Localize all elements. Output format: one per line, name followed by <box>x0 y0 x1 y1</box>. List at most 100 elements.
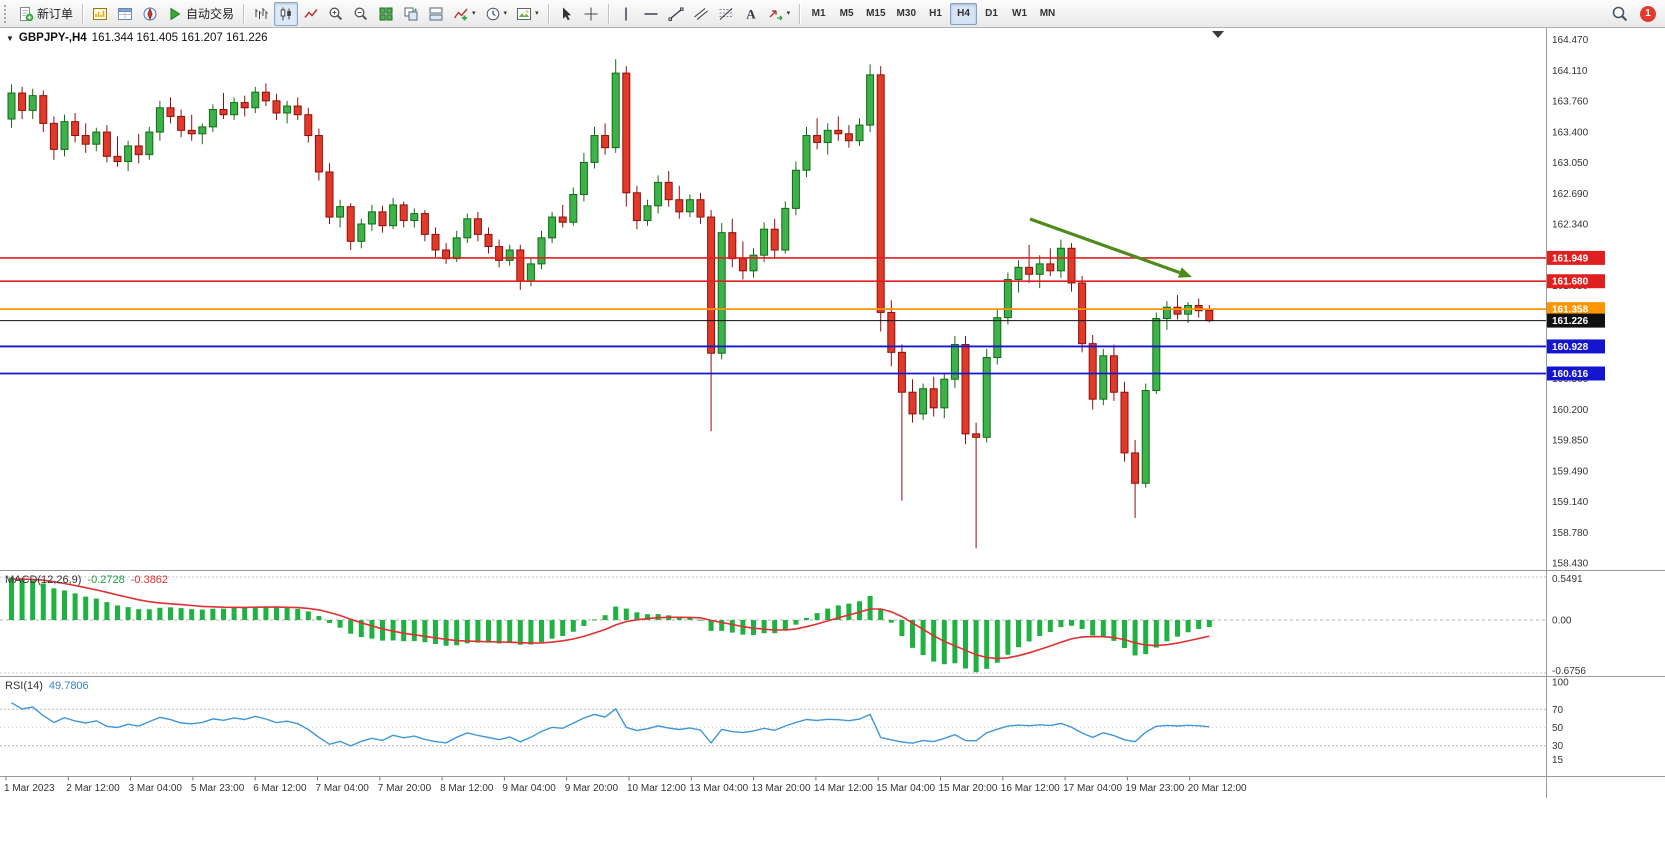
candle-body <box>855 124 864 142</box>
crosshair-button[interactable] <box>579 2 603 26</box>
macd-histogram-bar <box>1090 620 1096 636</box>
candle-body <box>495 246 504 261</box>
price-line-badge-text: 160.616 <box>1552 369 1589 380</box>
macd-histogram-bar <box>221 608 226 621</box>
trend-arrow-line[interactable] <box>1029 217 1181 275</box>
candle-body <box>526 263 535 282</box>
time-label: 9 Mar 20:00 <box>565 783 619 794</box>
candle-body <box>569 194 578 223</box>
candle-body <box>251 91 260 109</box>
add-indicator-button[interactable]: ▾ <box>449 2 480 26</box>
chart-dropdown-icon[interactable]: ▼ <box>6 33 14 43</box>
candle-body <box>1056 247 1065 272</box>
cursor-button[interactable] <box>554 2 578 26</box>
time-label: 13 Mar 20:00 <box>752 783 811 794</box>
timeframe-h1-button[interactable]: H1 <box>922 3 949 25</box>
timeframe-m15-button[interactable]: M15 <box>861 3 890 25</box>
rsi-axis-label: 70 <box>1552 705 1564 716</box>
price-line-badge <box>1547 366 1605 381</box>
rsi-label: RSI(14) 49.7806 <box>5 680 89 692</box>
trend-arrow-head[interactable] <box>1177 267 1192 278</box>
tile-windows-button[interactable] <box>374 2 398 26</box>
candle-body <box>473 218 482 235</box>
search-button[interactable] <box>1607 2 1633 26</box>
equidistant-channel-button[interactable] <box>689 2 713 26</box>
cascade-windows-button[interactable] <box>399 2 423 26</box>
rsi-value: 49.7806 <box>48 680 89 692</box>
period-selector-button[interactable]: ▾ <box>481 2 512 26</box>
macd-histogram-bar <box>242 607 248 621</box>
candle-body <box>908 391 917 415</box>
macd-histogram-bar <box>30 580 36 621</box>
bars-chart-type-button[interactable] <box>249 2 273 26</box>
macd-histogram-bar <box>1005 620 1011 655</box>
time-label: 7 Mar 04:00 <box>316 783 370 794</box>
cascade-windows-icon <box>404 7 418 20</box>
toolbar-separator <box>243 3 245 24</box>
notification-badge[interactable]: 1 <box>1640 5 1656 22</box>
autotrading-label: 自动交易 <box>186 7 235 21</box>
candle-body <box>1003 278 1012 319</box>
candle-body <box>802 135 811 171</box>
macd-histogram-bar <box>316 616 322 621</box>
timeframe-m1-button[interactable]: M1 <box>805 3 832 25</box>
main-toolbar: 新订单 自动交易 <box>0 0 1665 28</box>
text-tool-icon: A <box>746 6 756 21</box>
new-order-button[interactable]: 新订单 <box>14 2 77 26</box>
timeframe-mn-button[interactable]: MN <box>1034 3 1061 25</box>
candle-body <box>219 109 228 116</box>
timeframe-w1-button[interactable]: W1 <box>1006 3 1033 25</box>
data-window-button[interactable] <box>113 2 137 26</box>
timeframe-d1-button[interactable]: D1 <box>978 3 1005 25</box>
price-tick-label: 162.690 <box>1552 189 1589 200</box>
candle-body <box>410 213 419 222</box>
macd-histogram-bar <box>623 608 629 621</box>
price-line-badge-text: 161.680 <box>1552 277 1589 288</box>
macd-histogram-bar <box>698 619 703 621</box>
candle-body <box>516 249 525 282</box>
macd-histogram-bar <box>475 620 481 643</box>
toolbar-grip[interactable] <box>4 4 10 23</box>
zoom-out-button[interactable] <box>349 2 373 26</box>
macd-histogram-bar <box>146 609 152 621</box>
time-label: 6 Mar 12:00 <box>253 783 307 794</box>
macd-histogram-bar <box>115 605 120 621</box>
data-window-icon <box>118 7 133 20</box>
tile-horizontal-button[interactable] <box>424 2 448 26</box>
macd-histogram-bar <box>1069 620 1074 626</box>
toolbar-right-group: 1 <box>1607 2 1661 26</box>
candle-body <box>1162 306 1171 320</box>
line-chart-type-button[interactable] <box>299 2 323 26</box>
navigator-button[interactable] <box>138 2 162 26</box>
candle-body <box>897 351 906 393</box>
market-watch-button[interactable] <box>88 2 112 26</box>
trendline-button[interactable] <box>664 2 688 26</box>
candle-body <box>738 258 747 272</box>
fibonacci-button[interactable] <box>714 2 738 26</box>
horizontal-line-button[interactable] <box>639 2 663 26</box>
text-tool-button[interactable]: A <box>739 2 763 26</box>
macd-histogram-bar <box>178 608 184 621</box>
chart-template-button[interactable]: ▾ <box>512 2 543 26</box>
macd-histogram-bar <box>263 606 269 621</box>
timeframe-m30-button[interactable]: M30 <box>892 3 921 25</box>
vertical-line-button[interactable] <box>614 2 638 26</box>
timeframe-m5-button[interactable]: M5 <box>833 3 860 25</box>
time-label: 9 Mar 04:00 <box>502 783 556 794</box>
macd-histogram-bar <box>464 620 470 644</box>
macd-histogram-bar <box>835 605 841 621</box>
candles-chart-type-button[interactable] <box>274 1 299 26</box>
candle-body <box>378 211 387 227</box>
chart-shift-marker[interactable] <box>1212 31 1224 38</box>
arrows-tool-button[interactable]: ▾ <box>764 2 795 26</box>
dropdown-caret-icon: ▾ <box>472 10 476 17</box>
price-line-badge-text: 161.358 <box>1552 305 1589 316</box>
price-line-badge-text: 161.949 <box>1552 253 1589 264</box>
autotrading-button[interactable]: 自动交易 <box>163 2 238 26</box>
timeframe-h4-button[interactable]: H4 <box>950 2 977 25</box>
price-line-badge <box>1547 250 1605 265</box>
zoom-in-button[interactable] <box>324 2 348 26</box>
candle-body <box>717 232 726 354</box>
macd-histogram-bar <box>231 607 237 621</box>
macd-histogram-bar <box>729 620 735 633</box>
